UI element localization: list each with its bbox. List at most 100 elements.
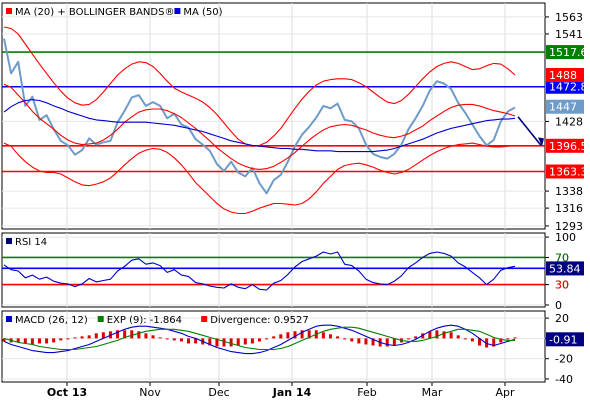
divergence-bar — [385, 338, 389, 347]
divergence-bar — [336, 336, 340, 339]
legend-swatch — [6, 316, 12, 322]
series-line-price — [3, 38, 516, 195]
divergence-bar — [59, 338, 63, 341]
divergence-bar — [272, 336, 276, 339]
divergence-bar — [478, 338, 482, 346]
divergence-bar — [144, 333, 148, 339]
divergence-bar — [101, 332, 105, 339]
value-tag — [546, 99, 584, 114]
divergence-bar — [130, 330, 134, 339]
divergence-bar — [165, 338, 169, 340]
value-tag-label: 1488 — [549, 69, 577, 82]
panel-frame — [1, 232, 546, 308]
divergence-bar — [37, 338, 41, 344]
divergence-bar — [371, 338, 375, 346]
y-tick-label: -40 — [555, 373, 573, 386]
divergence-bar — [428, 331, 432, 339]
divergence-bar — [392, 338, 396, 346]
divergence-bar — [407, 338, 411, 340]
x-tick-label: Apr — [495, 386, 515, 399]
legend-label: RSI 14 — [15, 237, 47, 248]
divergence-bar — [414, 336, 418, 339]
divergence-bar — [52, 338, 56, 343]
y-tick-label: 70 — [555, 251, 569, 264]
y-tick-label: -20 — [555, 353, 573, 366]
legend-swatch — [6, 238, 12, 244]
legend-label: MA (20) + BOLLINGER BANDS® — [15, 7, 174, 18]
series-line-ma50 — [3, 99, 516, 153]
x-tick-label: Nov — [139, 386, 161, 399]
y-tick-label: 1541 — [555, 28, 583, 41]
y-tick-label: 1293 — [555, 220, 583, 233]
series-line-rsi — [3, 251, 516, 291]
divergence-bar — [456, 335, 460, 339]
y-tick-label: 1338 — [555, 185, 583, 198]
level-tag-label: 1396.5 — [549, 140, 588, 153]
divergence-bar — [499, 338, 503, 343]
level-tag — [546, 45, 584, 60]
divergence-bar — [158, 337, 162, 339]
divergence-bar — [506, 338, 510, 340]
y-tick-label: 1563 — [555, 11, 583, 24]
divergence-bar — [243, 338, 247, 345]
y-tick-label: 1316 — [555, 202, 583, 215]
value-tag — [546, 332, 584, 347]
divergence-bar — [23, 338, 27, 344]
divergence-bar — [222, 338, 226, 347]
divergence-bar — [45, 338, 49, 344]
y-tick-label: 20 — [555, 312, 569, 325]
divergence-bar — [123, 330, 127, 339]
divergence-bar — [73, 337, 77, 339]
divergence-bar — [16, 338, 20, 343]
divergence-bar — [470, 338, 474, 342]
forecast-arrow — [517, 116, 542, 146]
level-label: 70 — [555, 251, 569, 264]
divergence-bar — [87, 335, 91, 339]
divergence-bar — [265, 338, 269, 340]
divergence-bar — [179, 338, 183, 342]
value-tag — [546, 261, 584, 276]
divergence-bar — [343, 338, 347, 340]
panels: 1563 1541 1428 1338 1316 1293 1517.6 1472.8 1396… — [1, 2, 588, 386]
divergence-bar — [66, 338, 70, 340]
y-tick-label: 0 — [555, 299, 562, 312]
divergence-bar — [208, 338, 212, 346]
series-line-macd — [3, 324, 516, 355]
series-line-signal — [3, 326, 515, 351]
divergence-bar — [307, 330, 311, 339]
forecast-arrowhead — [538, 137, 544, 147]
series-line-upper_band — [3, 26, 516, 147]
divergence-bar — [137, 331, 141, 339]
divergence-bar — [116, 330, 120, 339]
legend-label: MACD (26, 12) — [15, 315, 88, 326]
divergence-bar — [449, 332, 453, 339]
divergence-bar — [187, 338, 191, 344]
level-label: 30 — [555, 279, 569, 292]
divergence-bar — [435, 330, 439, 339]
x-tick-label: Oct 13 — [47, 386, 87, 399]
divergence-bar — [513, 337, 517, 339]
divergence-bar — [293, 331, 297, 339]
series-line-lower_band — [3, 142, 516, 215]
divergence-bar — [194, 338, 198, 344]
level-tag-label: 1363.3 — [549, 165, 588, 178]
divergence-bar — [30, 338, 34, 345]
legend-swatch — [97, 316, 104, 322]
level-tag — [546, 138, 584, 153]
divergence-bar — [229, 338, 233, 347]
divergence-bar — [442, 331, 446, 339]
legend-swatch — [174, 8, 181, 14]
y-tick-label: 1428 — [555, 115, 583, 128]
series-line-ma20 — [3, 83, 516, 170]
divergence-bar — [236, 338, 240, 346]
y-tick-label: 100 — [555, 231, 576, 244]
divergence-bar — [2, 338, 6, 342]
divergence-bar — [151, 335, 155, 339]
divergence-bar — [94, 333, 98, 339]
x-axis: Oct 13 Nov Dec Jan 14 Feb Mar Apr — [47, 382, 515, 399]
legend-swatch — [201, 316, 208, 322]
value-tag-label: -0.91 — [549, 333, 577, 346]
x-tick-label: Jan 14 — [272, 386, 312, 399]
level-tag — [546, 164, 584, 179]
